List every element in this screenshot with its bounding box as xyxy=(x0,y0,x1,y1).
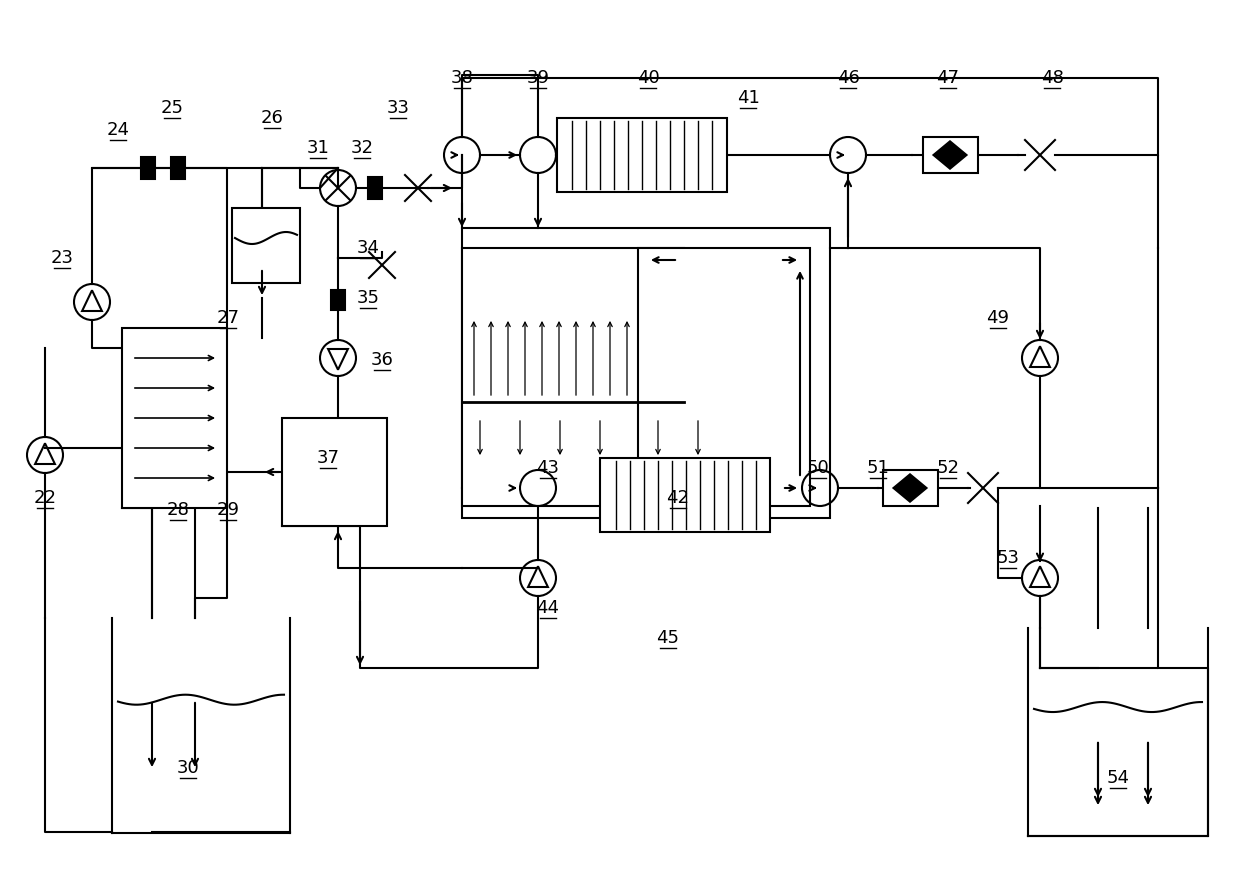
Text: 38: 38 xyxy=(450,69,474,87)
Bar xyxy=(463,248,684,506)
Text: 53: 53 xyxy=(997,549,1019,567)
Bar xyxy=(122,328,227,508)
Text: 22: 22 xyxy=(33,489,57,507)
Bar xyxy=(331,290,345,310)
Bar xyxy=(368,177,382,199)
Text: 34: 34 xyxy=(357,239,379,257)
Text: 45: 45 xyxy=(656,629,680,647)
Text: 26: 26 xyxy=(260,109,284,127)
Text: 48: 48 xyxy=(1040,69,1064,87)
Text: 31: 31 xyxy=(306,139,330,157)
Bar xyxy=(600,458,770,532)
Text: 50: 50 xyxy=(807,459,830,477)
Text: 37: 37 xyxy=(316,449,340,467)
Text: 30: 30 xyxy=(176,759,200,777)
Bar xyxy=(923,137,977,173)
Bar xyxy=(557,118,727,192)
Text: 23: 23 xyxy=(51,249,73,267)
Text: 43: 43 xyxy=(537,459,559,477)
Text: 27: 27 xyxy=(217,309,239,327)
Bar xyxy=(281,418,387,526)
Polygon shape xyxy=(894,474,926,502)
Text: 52: 52 xyxy=(936,459,960,477)
Text: 54: 54 xyxy=(1106,769,1130,787)
Text: 25: 25 xyxy=(160,99,184,117)
Text: 39: 39 xyxy=(527,69,549,87)
Text: 24: 24 xyxy=(107,121,129,139)
Text: 47: 47 xyxy=(936,69,960,87)
Text: 33: 33 xyxy=(387,99,409,117)
Text: 36: 36 xyxy=(371,351,393,369)
Text: 42: 42 xyxy=(667,489,689,507)
Bar xyxy=(171,157,185,179)
Bar xyxy=(883,470,937,506)
Bar xyxy=(232,208,300,283)
Text: 44: 44 xyxy=(537,599,559,617)
Text: 28: 28 xyxy=(166,501,190,519)
Text: 51: 51 xyxy=(867,459,889,477)
Text: 41: 41 xyxy=(737,89,759,107)
Bar xyxy=(141,157,155,179)
Bar xyxy=(463,228,830,518)
Polygon shape xyxy=(934,141,966,169)
Bar xyxy=(639,248,810,506)
Text: 49: 49 xyxy=(987,309,1009,327)
Text: 40: 40 xyxy=(636,69,660,87)
Text: 32: 32 xyxy=(351,139,373,157)
Text: 35: 35 xyxy=(357,289,379,307)
Text: 29: 29 xyxy=(217,501,239,519)
Text: 46: 46 xyxy=(837,69,859,87)
